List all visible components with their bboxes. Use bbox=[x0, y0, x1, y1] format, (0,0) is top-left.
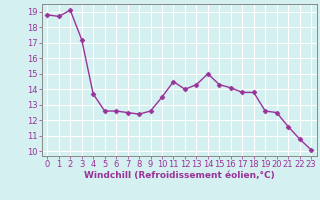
X-axis label: Windchill (Refroidissement éolien,°C): Windchill (Refroidissement éolien,°C) bbox=[84, 171, 275, 180]
